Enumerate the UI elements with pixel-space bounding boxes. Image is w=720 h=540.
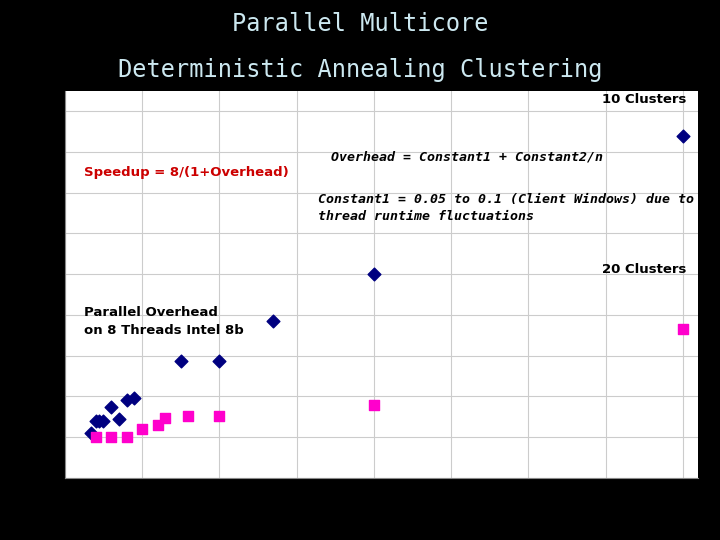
Point bbox=[121, 396, 132, 405]
Point bbox=[136, 424, 148, 433]
Point bbox=[85, 429, 96, 437]
Point bbox=[175, 357, 186, 366]
Text: 10000/(Grain Size: 10000/(Grain Size bbox=[240, 512, 379, 525]
Point bbox=[678, 325, 689, 333]
Point bbox=[368, 270, 379, 279]
Point bbox=[98, 416, 109, 425]
Point bbox=[678, 131, 689, 140]
Point bbox=[90, 416, 102, 425]
Text: Overhead = Constant1 + Constant2/n: Overhead = Constant1 + Constant2/n bbox=[331, 151, 603, 164]
Point bbox=[152, 421, 163, 429]
Point bbox=[105, 433, 117, 442]
Text: 10 Clusters: 10 Clusters bbox=[602, 93, 686, 106]
Point bbox=[183, 411, 194, 420]
Point bbox=[121, 433, 132, 442]
Text: Parallel Multicore: Parallel Multicore bbox=[232, 12, 488, 36]
Point bbox=[113, 415, 125, 423]
Text: n: n bbox=[379, 512, 388, 525]
Text: 20 Clusters: 20 Clusters bbox=[602, 263, 686, 276]
Text: = points per core): = points per core) bbox=[387, 512, 527, 525]
Point bbox=[160, 414, 171, 423]
Text: Parallel Overhead
on 8 Threads Intel 8b: Parallel Overhead on 8 Threads Intel 8b bbox=[84, 306, 243, 336]
Point bbox=[93, 416, 104, 425]
Text: Deterministic Annealing Clustering: Deterministic Annealing Clustering bbox=[118, 58, 602, 82]
Text: Constant1 = 0.05 to 0.1 (Client Windows) due to
thread runtime fluctuations: Constant1 = 0.05 to 0.1 (Client Windows)… bbox=[318, 193, 694, 224]
Point bbox=[268, 316, 279, 325]
Point bbox=[129, 394, 140, 402]
Point bbox=[214, 357, 225, 366]
Point bbox=[105, 403, 117, 411]
Point bbox=[214, 411, 225, 420]
Point bbox=[90, 433, 102, 442]
Text: Speedup = 8/(1+Overhead): Speedup = 8/(1+Overhead) bbox=[84, 166, 289, 179]
Point bbox=[368, 400, 379, 409]
